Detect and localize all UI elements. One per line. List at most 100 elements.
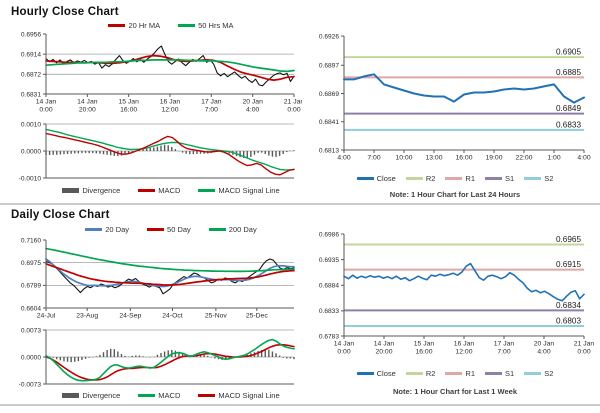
section-divider	[0, 203, 600, 205]
legend-item: Close	[356, 174, 396, 183]
svg-text:0.6897: 0.6897	[319, 63, 340, 70]
legend-label: Divergence	[82, 186, 121, 195]
svg-text:1:00: 1:00	[547, 155, 560, 162]
svg-text:17 Jan: 17 Jan	[494, 341, 515, 348]
legend-item: Divergence	[62, 391, 120, 400]
svg-text:0.6604: 0.6604	[21, 305, 42, 312]
svg-text:16 Jan: 16 Jan	[454, 341, 475, 348]
svg-text:24-Jul: 24-Jul	[37, 313, 56, 320]
svg-text:12:00: 12:00	[455, 349, 472, 356]
svg-text:19:00: 19:00	[485, 155, 502, 162]
svg-text:25-Nov: 25-Nov	[205, 313, 228, 320]
legend-label: MACD	[158, 186, 181, 195]
daily-macd-legend: Divergence MACD MACD Signal Line	[46, 391, 296, 400]
svg-text:0.0000: 0.0000	[21, 148, 42, 155]
legend-item: R1	[445, 369, 475, 378]
legend-line-swatch-icon	[198, 189, 216, 192]
svg-text:15 Jan: 15 Jan	[414, 341, 435, 348]
close-week-legend: Close R2 R1 S1 S2	[330, 369, 580, 378]
svg-text:0.6841: 0.6841	[319, 119, 340, 126]
hourly-section-title: Hourly Close Chart	[11, 6, 119, 18]
legend-line-swatch-icon	[405, 177, 423, 180]
legend-item: S2	[524, 369, 553, 378]
svg-text:7:00: 7:00	[205, 107, 218, 114]
svg-text:0.6884: 0.6884	[319, 283, 340, 290]
svg-text:21 Jan: 21 Jan	[284, 99, 302, 106]
svg-text:4:00: 4:00	[337, 155, 350, 162]
legend-label: Divergence	[82, 391, 121, 400]
svg-text:0.6869: 0.6869	[319, 91, 340, 98]
svg-text:0.6789: 0.6789	[21, 283, 42, 290]
legend-item: Close	[356, 369, 396, 378]
svg-text:23-Aug: 23-Aug	[76, 313, 98, 320]
svg-text:16:00: 16:00	[120, 107, 137, 114]
svg-text:0.6956: 0.6956	[21, 31, 42, 38]
legend-line-swatch-icon	[85, 228, 103, 231]
legend-label: R2	[425, 174, 436, 183]
svg-text:16:00: 16:00	[455, 155, 472, 162]
svg-text:22:00: 22:00	[515, 155, 532, 162]
legend-label: 20 Day	[105, 225, 130, 234]
legend-label: 50 Hrs MA	[198, 21, 234, 30]
svg-text:0.6783: 0.6783	[319, 333, 340, 340]
legend-label: R1	[465, 369, 475, 378]
legend-line-swatch-icon	[405, 372, 423, 375]
legend-line-swatch-icon	[356, 372, 374, 375]
close-24h-chart: 0.6926 0.6897 0.6869 0.6841 0.6813 4:00 7:00 10…	[308, 30, 594, 172]
svg-text:0.6965: 0.6965	[556, 235, 581, 244]
svg-text:0.6926: 0.6926	[319, 33, 340, 40]
svg-text:0.6986: 0.6986	[319, 231, 340, 238]
svg-text:0.6975: 0.6975	[21, 260, 42, 267]
svg-text:0.6915: 0.6915	[556, 260, 581, 269]
hourly-ma-legend: 20 Hr MA 50 Hrs MA	[46, 21, 296, 30]
legend-item: R2	[405, 174, 436, 183]
hourly-macd-chart: 0.0010 0.0000 -0.0010	[6, 120, 302, 184]
legend-item: R1	[445, 174, 475, 183]
svg-text:14 Jan: 14 Jan	[77, 99, 98, 106]
legend-item: S1	[485, 369, 514, 378]
hourly-macd-legend: Divergence MACD MACD Signal Line	[46, 186, 296, 195]
legend-line-swatch-icon	[356, 177, 374, 180]
svg-text:16 Jan: 16 Jan	[160, 99, 181, 106]
svg-text:0.6935: 0.6935	[319, 257, 340, 264]
legend-label: S1	[505, 369, 515, 378]
svg-text:4:00: 4:00	[577, 155, 590, 162]
legend-label: Close	[376, 369, 396, 378]
svg-text:0.6849: 0.6849	[556, 104, 581, 113]
legend-label: S2	[544, 174, 554, 183]
close-week-chart: 0.6986 0.6935 0.6884 0.6833 0.6783 14 Jan 0:00…	[308, 228, 594, 362]
legend-item: MACD	[138, 391, 180, 400]
svg-text:17 Jan: 17 Jan	[201, 99, 222, 106]
svg-text:14 Jan: 14 Jan	[36, 99, 57, 106]
svg-text:0.6905: 0.6905	[556, 48, 581, 57]
legend-line-swatch-icon	[524, 177, 542, 180]
legend-item: 20 Day	[85, 225, 129, 234]
legend-item: MACD Signal Line	[198, 186, 280, 195]
legend-line-swatch-icon	[485, 372, 502, 375]
svg-text:0.6833: 0.6833	[319, 308, 340, 315]
svg-text:0.0000: 0.0000	[21, 354, 42, 361]
svg-text:0.6813: 0.6813	[319, 147, 340, 154]
legend-item: MACD	[138, 186, 180, 195]
legend-item: MACD Signal Line	[198, 391, 280, 400]
legend-line-swatch-icon	[445, 372, 463, 375]
svg-text:24-Sep: 24-Sep	[119, 313, 141, 320]
svg-text:20 Jan: 20 Jan	[534, 341, 555, 348]
svg-text:7:00: 7:00	[497, 349, 510, 356]
legend-label: 20 Hr MA	[128, 21, 161, 30]
legend-item: R2	[405, 369, 435, 378]
svg-text:0.6831: 0.6831	[21, 91, 42, 98]
legend-label: MACD	[158, 391, 181, 400]
svg-text:0.0010: 0.0010	[21, 121, 42, 128]
legend-label: 200 Day	[228, 225, 257, 234]
legend-label: S1	[505, 174, 515, 183]
legend-line-swatch-icon	[178, 24, 196, 27]
svg-text:0.7160: 0.7160	[21, 237, 42, 244]
legend-bar-swatch-icon	[62, 393, 80, 398]
svg-text:0:00: 0:00	[287, 107, 300, 114]
svg-text:-0.0073: -0.0073	[19, 381, 42, 388]
legend-label: 50 Day	[167, 225, 191, 234]
svg-text:20:00: 20:00	[79, 107, 96, 114]
legend-line-swatch-icon	[138, 394, 156, 397]
